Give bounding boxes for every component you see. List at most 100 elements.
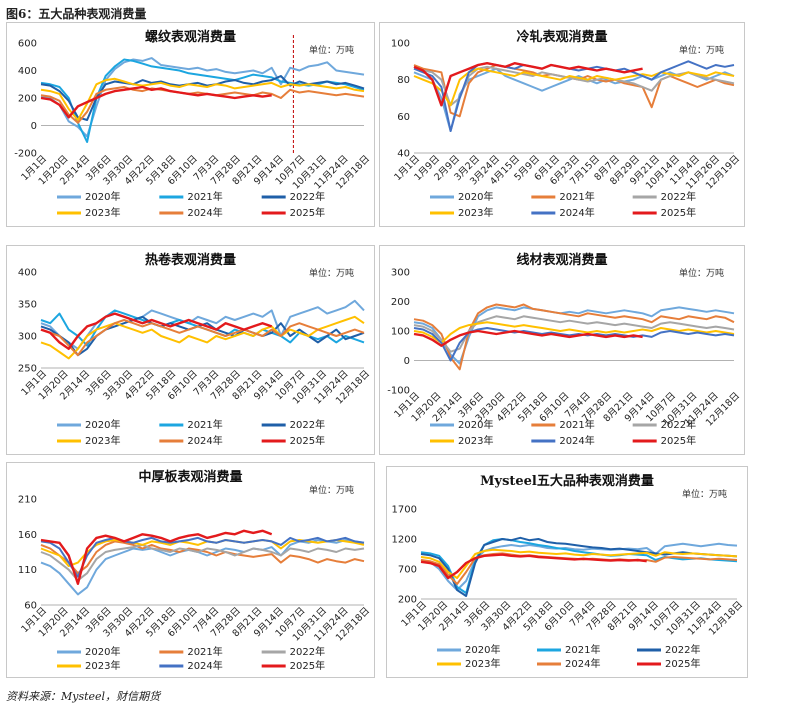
plate-ytick: 210 (18, 495, 37, 506)
hot-rolled-legend-label: 2024年 (187, 434, 222, 447)
rebar-legend-label: 2022年 (290, 190, 325, 203)
wire-rod-ytick: 200 (391, 297, 410, 308)
hot-rolled-legend-label: 2022年 (290, 418, 325, 431)
panel-rebar: 螺纹表观消费量 单位：万吨 -200 0 200 400 600 1月1日 1月20日 2月14日… (6, 22, 375, 227)
cold-rolled-legend-label: 2023年 (458, 206, 493, 219)
wire-rod-ytick: 300 (391, 268, 410, 279)
plate-series-2025年 (40, 529, 273, 586)
rebar-legend-label: 2023年 (85, 206, 120, 219)
mysteel-total-ytick: 200 (398, 595, 417, 606)
hot-rolled-legend-label: 2023年 (85, 434, 120, 447)
rebar-series-2025年 (40, 85, 272, 119)
plate-ytick: 160 (18, 530, 37, 541)
cold-rolled-series-2022年 (413, 65, 735, 107)
mysteel-total-ytick: 700 (398, 565, 417, 576)
wire-rod-title: 线材表观消费量 (516, 252, 607, 268)
wire-rod-legend-label: 2020年 (458, 418, 493, 431)
mysteel-total-series-2023年 (420, 548, 738, 579)
mysteel-total-legend-label: 2022年 (665, 643, 700, 656)
plate-legend-label: 2020年 (85, 645, 120, 658)
plate-ytick: 60 (24, 601, 37, 612)
mysteel-total-ytick: 1200 (392, 535, 417, 546)
mysteel-total-series-2022年 (420, 536, 738, 597)
hot-rolled-series-2022年 (40, 315, 365, 357)
rebar-series-2023年 (40, 77, 365, 121)
wire-rod-series-2023年 (413, 321, 735, 344)
rebar-legend-label: 2020年 (85, 190, 120, 203)
plate-series-2024年 (40, 536, 365, 578)
cold-rolled-legend-label: 2025年 (661, 206, 696, 219)
hot-rolled-series-2024年 (40, 319, 365, 357)
mysteel-total-legend-label: 2021年 (565, 643, 600, 656)
rebar-chart: 螺纹表观消费量单位：万吨-20002004006001月1日1月20日2月14日… (14, 29, 372, 219)
cold-rolled-ytick: 80 (397, 75, 410, 86)
panel-hot-rolled: 热卷表观消费量 单位：万吨 250 300 350 400 1月1日 1月20日 2月14日 3月… (6, 245, 375, 455)
rebar-legend-label: 2025年 (290, 206, 325, 219)
source-note: 资料来源：Mysteel，财信期货 (6, 690, 161, 703)
plate-legend-label: 2023年 (85, 659, 120, 672)
mysteel-total-legend-label: 2023年 (465, 657, 500, 670)
hot-rolled-ytick: 400 (18, 268, 37, 279)
cold-rolled-series-2024年 (413, 60, 735, 132)
hot-rolled-ytick: 350 (18, 300, 37, 311)
cold-rolled-unit: 单位：万吨 (679, 44, 724, 56)
mysteel-total-series-2025年 (420, 553, 647, 580)
hot-rolled-unit: 单位：万吨 (309, 267, 354, 279)
hot-rolled-series-2025年 (40, 312, 273, 351)
panel-plate: 中厚板表观消费量 单位：万吨 60 110 160 210 1月1日 1月20日 2月14日 3月… (6, 462, 375, 678)
plate-legend-label: 2025年 (290, 659, 325, 672)
cold-rolled-series-2023年 (413, 67, 735, 107)
hot-rolled-series-2023年 (40, 315, 365, 360)
hot-rolled-series-2020年 (40, 299, 365, 350)
wire-rod-legend-label: 2023年 (458, 434, 493, 447)
plate-unit: 单位：万吨 (309, 484, 354, 496)
rebar-ytick: 200 (18, 94, 37, 105)
plate-series-2022年 (40, 543, 365, 582)
panel-cold-rolled: 冷轧表观消费量 单位：万吨 40 60 80 100 1月1日 1月9日 2月9日 3月2日 3月2… (379, 22, 745, 227)
mysteel-total-legend-label: 2024年 (565, 657, 600, 670)
cold-rolled-ytick: 40 (397, 149, 410, 160)
wire-rod-legend-label: 2021年 (559, 418, 594, 431)
wire-rod-legend-label: 2025年 (661, 434, 696, 447)
plate-ytick: 110 (18, 565, 37, 576)
cold-rolled-chart: 冷轧表观消费量单位：万吨4060801001月1日1月9日2月9日3月2日3月2… (391, 29, 742, 219)
rebar-unit: 单位：万吨 (309, 44, 354, 56)
panel-mysteel-total: Mysteel五大品种表观消费量 单位：万吨 200 700 1200 1700 1月1日 1… (386, 466, 748, 678)
mysteel-total-ytick: 1700 (392, 505, 417, 516)
cold-rolled-series-2025年 (413, 62, 643, 107)
plate-legend-label: 2021年 (187, 645, 222, 658)
wire-rod-ytick: 0 (404, 356, 410, 367)
figure-title: 图6：五大品种表观消费量 (6, 7, 147, 21)
cold-rolled-ytick: 100 (391, 39, 410, 50)
cold-rolled-ytick: 60 (397, 112, 410, 123)
wire-rod-ytick: 100 (391, 327, 410, 338)
cold-rolled-title: 冷轧表观消费量 (516, 29, 607, 45)
hot-rolled-legend-label: 2021年 (187, 418, 222, 431)
plate-chart: 中厚板表观消费量单位：万吨601101602101月1日1月20日2月14日3月… (18, 469, 372, 672)
plate-legend-label: 2022年 (290, 645, 325, 658)
cold-rolled-legend-label: 2024年 (559, 206, 594, 219)
rebar-series-2024年 (40, 86, 365, 124)
hot-rolled-legend-label: 2020年 (85, 418, 120, 431)
plate-series-2020年 (40, 539, 365, 596)
wire-rod-chart: 线材表观消费量单位：万吨-10001002003001月1日1月20日2月14日… (387, 252, 742, 447)
rebar-legend-label: 2024年 (187, 206, 222, 219)
cold-rolled-legend-label: 2021年 (559, 190, 594, 203)
mysteel-total-legend-label: 2020年 (465, 643, 500, 656)
rebar-ytick: -200 (14, 149, 37, 160)
plate-legend-label: 2024年 (187, 659, 222, 672)
wire-rod-legend-label: 2022年 (661, 418, 696, 431)
cold-rolled-legend-label: 2020年 (458, 190, 493, 203)
wire-rod-ytick: -100 (387, 386, 410, 397)
rebar-ytick: 400 (18, 66, 37, 77)
wire-rod-unit: 单位：万吨 (679, 267, 724, 279)
mysteel-total-unit: 单位：万吨 (682, 488, 727, 500)
mysteel-total-chart: Mysteel五大品种表观消费量单位：万吨200700120017001月1日1… (392, 473, 746, 670)
mysteel-total-title: Mysteel五大品种表观消费量 (480, 473, 654, 489)
panel-wire-rod: 线材表观消费量 单位：万吨 -100 0 100 200 300 1月1日 1月20日 2月14日… (379, 245, 745, 455)
wire-rod-series-2025年 (413, 329, 643, 348)
plate-title: 中厚板表观消费量 (138, 469, 242, 485)
hot-rolled-chart: 热卷表观消费量单位：万吨2503003504001月1日1月20日2月14日3月… (18, 252, 372, 447)
wire-rod-series-2021年 (413, 303, 735, 371)
hot-rolled-ytick: 250 (18, 364, 37, 375)
